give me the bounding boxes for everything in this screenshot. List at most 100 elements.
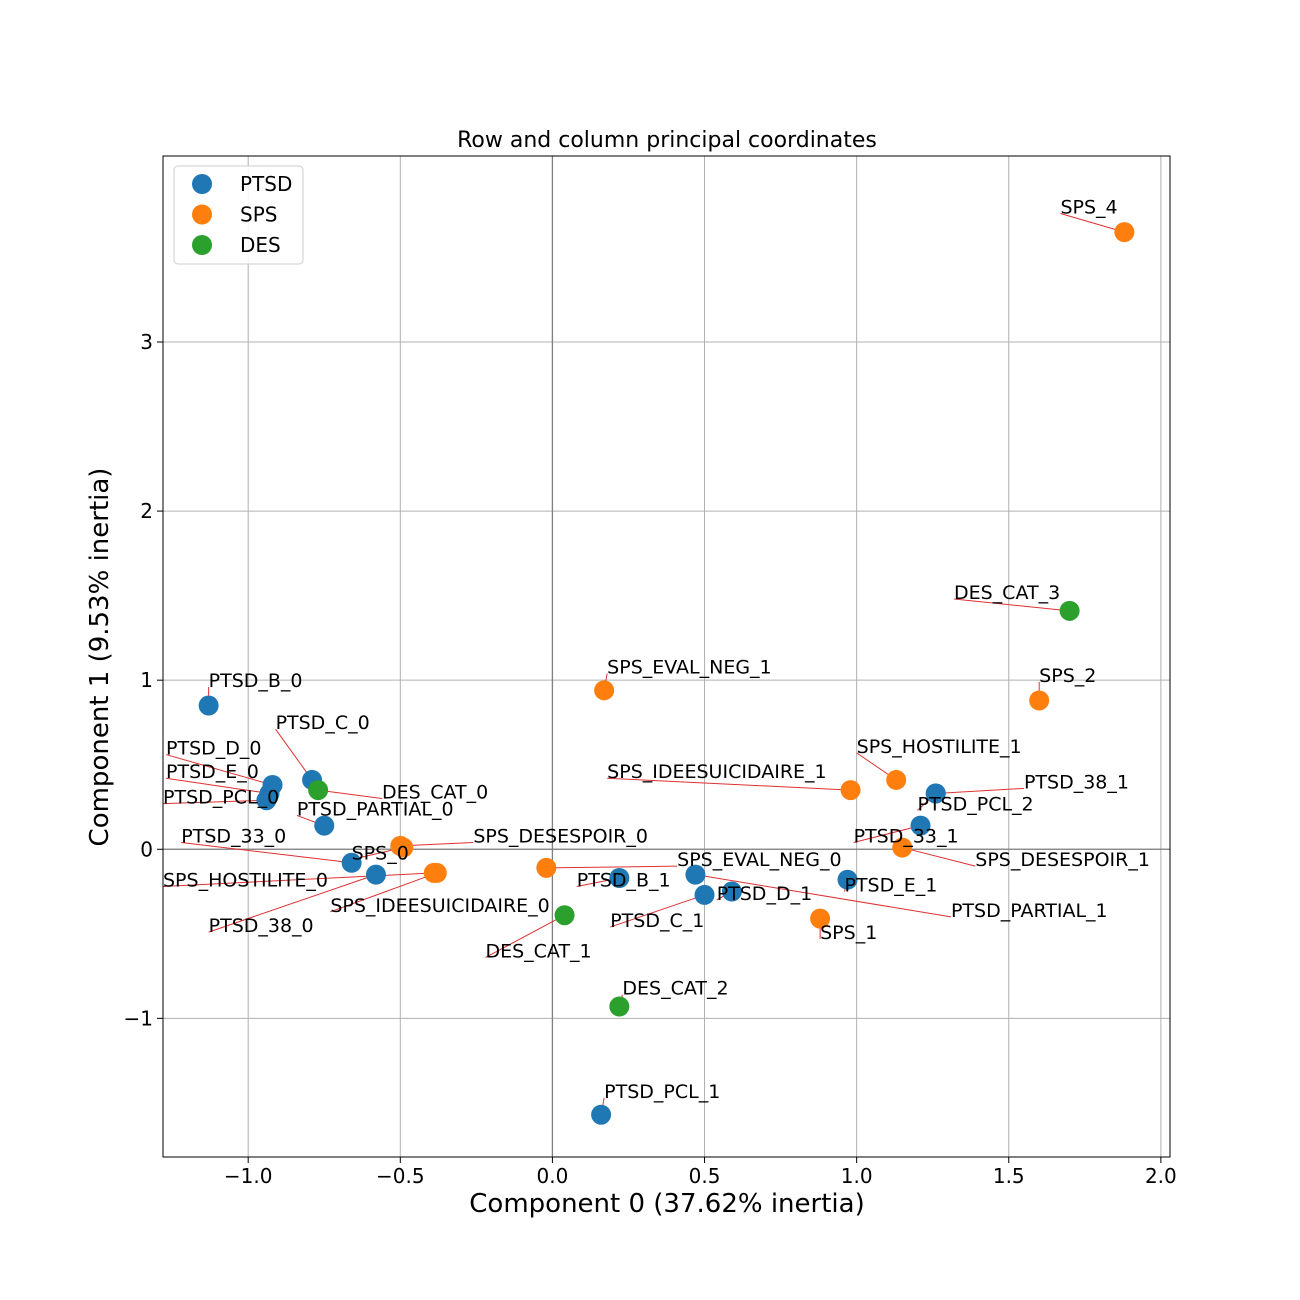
annotation-arrow	[485, 914, 565, 958]
annotation-arrow	[695, 874, 952, 918]
x-tick-label: −1.0	[224, 1164, 273, 1188]
point-label: PTSD_C_0	[276, 712, 370, 734]
point-label: PTSD_38_0	[209, 915, 314, 937]
scatter-point	[840, 780, 861, 801]
y-tick-label: 3	[140, 330, 153, 354]
point-label: PTSD_33_0	[181, 825, 286, 847]
data-points	[198, 222, 1135, 1125]
point-label: PTSD_D_0	[166, 738, 261, 760]
annotation-arrow	[330, 872, 437, 913]
y-tick-label: 1	[140, 668, 153, 692]
annotation-arrow	[953, 598, 1070, 612]
point-label: PTSD_E_0	[166, 761, 259, 783]
x-tick-label: 1.5	[993, 1164, 1025, 1188]
point-label: SPS_HOSTILITE_1	[857, 736, 1022, 758]
x-tick-label: −0.5	[376, 1164, 425, 1188]
annotation-arrow	[165, 777, 270, 794]
scatter-point	[685, 864, 706, 885]
scatter-point	[554, 905, 575, 926]
point-label: PTSD_PARTIAL_0	[297, 798, 454, 820]
axis-ticks: −1.0 −0.5 0.0 0.5 1.0 1.5 2.0 −1 0 1 2 3	[124, 330, 1177, 1188]
x-tick-label: 1.0	[841, 1164, 873, 1188]
legend-marker	[192, 235, 212, 255]
annotation-arrow	[318, 789, 383, 800]
x-axis-title: Component 0 (37.62% inertia)	[469, 1189, 864, 1219]
annotation-arrow	[935, 787, 1024, 794]
y-tick-label: 2	[140, 499, 153, 523]
chart-title: Row and column principal coordinates	[457, 128, 877, 153]
scatter-point	[837, 869, 858, 890]
annotation-arrow	[902, 847, 976, 867]
scatter-point	[609, 996, 630, 1017]
x-tick-label: 0.0	[537, 1164, 569, 1188]
point-label: PTSD_D_1	[717, 883, 812, 905]
point-label: DES_CAT_2	[622, 978, 728, 1000]
scatter-point	[536, 857, 557, 878]
scatter-point	[694, 884, 715, 905]
legend-label: PTSD	[240, 172, 292, 196]
annotation-arrow	[275, 728, 313, 781]
x-tick-label: 2.0	[1145, 1164, 1177, 1188]
annotation-arrow	[607, 777, 851, 791]
scatter-point	[721, 881, 742, 902]
point-label: SPS_DESESPOIR_1	[975, 849, 1150, 871]
legend-label: DES	[240, 233, 281, 257]
y-axis-title: Component 1 (9.53% inertia)	[85, 468, 115, 847]
scatter-point	[910, 815, 931, 836]
annotation-arrow	[181, 842, 352, 864]
point-label: SPS_0	[352, 842, 409, 864]
scatter-point	[256, 790, 277, 811]
point-label: SPS_4	[1060, 196, 1117, 218]
scatter-point	[886, 769, 907, 790]
scatter-point	[1059, 600, 1080, 621]
scatter-point	[810, 908, 831, 929]
point-label: DES_CAT_0	[382, 782, 488, 804]
scatter-point	[609, 868, 630, 889]
annotation-arrow	[208, 874, 377, 933]
scatter-point	[594, 680, 615, 701]
legend-marker	[192, 204, 212, 225]
point-label: PTSD_B_1	[577, 869, 671, 891]
scatter-point	[1029, 690, 1050, 711]
point-label: SPS_DESESPOIR_0	[473, 825, 648, 847]
annotation-arrow	[165, 754, 273, 786]
annotation-arrow	[853, 825, 921, 843]
point-label: PTSD_PCL_0	[163, 787, 279, 809]
scatter-point	[925, 783, 946, 804]
point-label: SPS_1	[820, 922, 877, 944]
annotation-arrow	[162, 872, 434, 887]
annotation-arrow	[1060, 213, 1125, 233]
point-label: PTSD_PCL_2	[917, 793, 1033, 815]
point-label: SPS_IDEESUICIDAIRE_1	[607, 761, 826, 783]
annotation-arrow	[546, 865, 678, 869]
scatter-point	[591, 1104, 612, 1125]
point-label: SPS_HOSTILITE_0	[163, 869, 328, 891]
legend-label: SPS	[240, 203, 277, 227]
point-label: DES_CAT_1	[485, 940, 591, 962]
point-label: PTSD_E_1	[844, 875, 937, 897]
legend-marker	[192, 174, 212, 194]
scatter-point	[892, 837, 913, 858]
scatter-point	[365, 864, 386, 885]
legend: PTSD SPS DES	[173, 165, 304, 265]
scatter-point	[393, 837, 414, 858]
point-label: PTSD_B_0	[209, 670, 303, 692]
reference-lines	[163, 156, 1170, 1157]
scatter-point	[314, 815, 335, 836]
scatter-point	[341, 852, 362, 873]
point-label: SPS_EVAL_NEG_1	[607, 656, 771, 678]
point-label: PTSD_33_1	[854, 825, 959, 847]
y-tick-label: 0	[140, 837, 153, 861]
annotation-arrow	[610, 894, 705, 928]
point-label: PTSD_C_1	[610, 910, 704, 932]
point-label: SPS_EVAL_NEG_0	[677, 849, 841, 871]
point-label: SPS_IDEESUICIDAIRE_0	[330, 895, 549, 917]
scatter-point	[308, 780, 329, 801]
point-label: PTSD_PARTIAL_1	[951, 900, 1108, 922]
point-label: DES_CAT_3	[954, 582, 1060, 604]
point-label: SPS_2	[1039, 665, 1096, 687]
x-tick-label: 0.5	[689, 1164, 721, 1188]
scatter-point	[426, 862, 447, 883]
